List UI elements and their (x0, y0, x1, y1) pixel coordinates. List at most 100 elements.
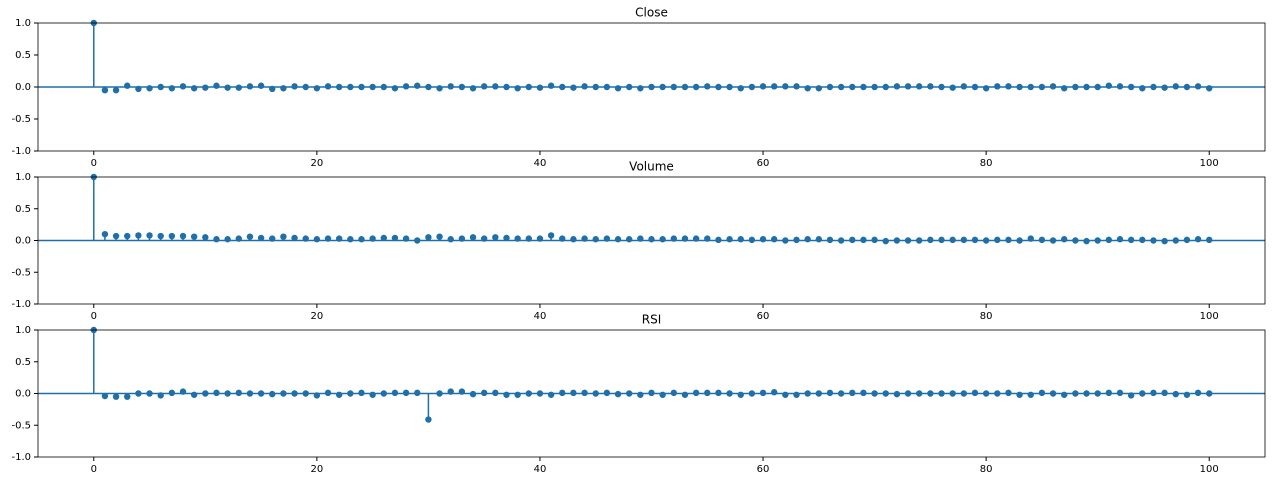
marker (726, 83, 733, 91)
marker (837, 83, 845, 91)
marker (1005, 389, 1012, 397)
x-tick-label: 0 (91, 464, 97, 475)
y-tick-label: 0.0 (15, 82, 31, 93)
marker (904, 390, 912, 397)
y-tick-label: 0.0 (15, 389, 31, 400)
marker (726, 390, 733, 397)
marker (124, 232, 131, 240)
marker (213, 236, 220, 243)
marker (994, 390, 1001, 397)
marker (202, 390, 209, 397)
marker (391, 234, 399, 242)
marker (1161, 237, 1168, 245)
marker (782, 83, 789, 90)
marker (492, 83, 499, 90)
marker (414, 389, 421, 397)
x-tick-label: 100 (1200, 158, 1219, 169)
marker (648, 83, 655, 91)
marker (112, 232, 120, 240)
marker (436, 390, 443, 397)
marker (503, 391, 510, 398)
marker (748, 390, 756, 397)
marker (1061, 236, 1068, 243)
axes-frame (37, 329, 1266, 458)
marker (603, 389, 611, 397)
marker (927, 390, 934, 397)
marker (235, 235, 242, 242)
marker (313, 236, 321, 243)
marker (1139, 390, 1146, 397)
x-tick-label: 20 (310, 158, 323, 169)
marker (1206, 236, 1213, 244)
marker (1116, 83, 1124, 90)
axes-frame (37, 176, 1266, 305)
marker (380, 390, 387, 397)
marker (1150, 83, 1157, 91)
marker (1116, 389, 1124, 397)
marker (815, 390, 823, 397)
x-tick-label: 60 (757, 311, 770, 322)
marker (893, 83, 901, 90)
marker (704, 83, 711, 90)
marker (1061, 85, 1068, 92)
marker (748, 236, 756, 244)
marker (804, 85, 811, 92)
marker (213, 389, 220, 397)
marker (257, 390, 265, 397)
marker (480, 235, 488, 242)
marker (837, 390, 845, 397)
marker (1083, 390, 1090, 397)
marker (347, 83, 354, 91)
marker (916, 83, 923, 90)
marker (1083, 237, 1090, 245)
marker (737, 391, 744, 398)
marker (324, 389, 332, 397)
marker (224, 390, 231, 397)
marker (681, 83, 689, 91)
x-tick-label: 80 (980, 158, 993, 169)
marker (793, 391, 800, 398)
marker (804, 390, 811, 397)
marker (1072, 237, 1079, 244)
marker (1105, 389, 1113, 397)
x-tick-label: 0 (91, 158, 97, 169)
marker (559, 389, 566, 397)
marker (1105, 82, 1113, 89)
marker (1005, 236, 1012, 244)
marker (793, 83, 800, 90)
marker (614, 85, 622, 92)
marker (101, 230, 109, 238)
marker (503, 234, 510, 242)
marker (1027, 235, 1034, 242)
marker (648, 236, 655, 243)
marker (135, 390, 142, 397)
marker (893, 390, 901, 398)
marker (871, 83, 878, 91)
marker (358, 389, 365, 397)
marker (882, 237, 889, 245)
marker (1127, 236, 1135, 244)
marker (1172, 390, 1179, 398)
marker (369, 235, 376, 242)
y-tick-label: -1.0 (11, 452, 31, 463)
marker (391, 85, 399, 92)
marker (347, 236, 354, 243)
marker (871, 390, 878, 397)
marker (157, 392, 164, 399)
marker (269, 235, 276, 242)
marker (659, 236, 666, 243)
marker (135, 232, 142, 239)
marker (112, 87, 120, 94)
marker (168, 232, 176, 240)
marker (849, 389, 856, 397)
marker (1172, 83, 1179, 90)
marker (246, 390, 254, 397)
marker (570, 236, 577, 243)
marker (614, 236, 622, 243)
marker (893, 237, 901, 244)
marker (380, 234, 387, 242)
marker (1172, 237, 1179, 244)
marker (536, 235, 544, 242)
marker (1183, 391, 1191, 398)
chart-title: Volume (629, 160, 674, 174)
